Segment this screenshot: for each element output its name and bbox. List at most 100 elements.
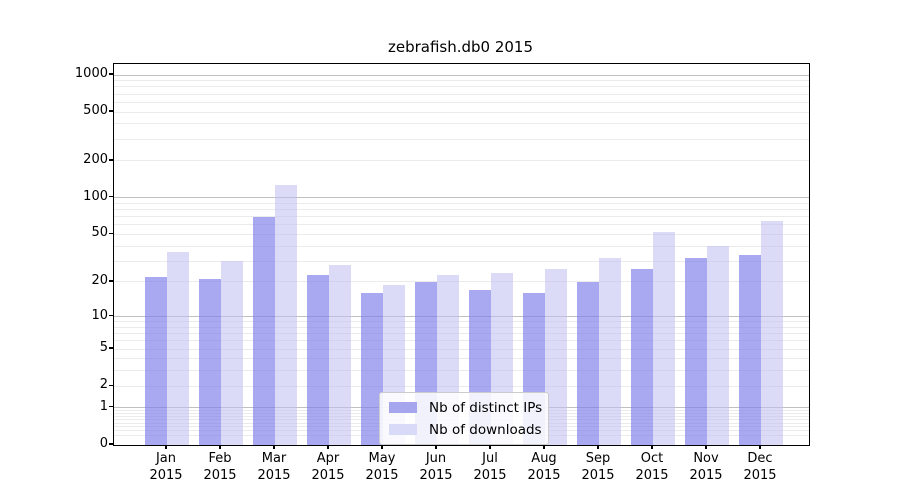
- major-gridline: [114, 316, 809, 318]
- x-tick-mark: [381, 445, 383, 449]
- x-tick-year: 2015: [635, 468, 669, 483]
- x-tick-label: Nov 2015: [676, 450, 736, 484]
- y-tick-mark: [109, 196, 113, 198]
- x-tick-mark: [435, 445, 437, 449]
- x-tick-month: Apr: [316, 451, 340, 466]
- minor-gridline: [114, 326, 809, 328]
- x-tick-label: Jul 2015: [460, 450, 520, 484]
- x-tick-month: Jul: [482, 451, 498, 466]
- y-tick-mark: [109, 406, 113, 408]
- y-tick-mark: [109, 159, 113, 161]
- x-tick-month: Jun: [425, 451, 447, 466]
- y-tick-label: 5: [99, 340, 108, 356]
- bar-distinct-ips: [577, 281, 599, 445]
- bar-distinct-ips: [253, 216, 275, 445]
- y-tick-label: 1000: [74, 66, 108, 81]
- minor-gridline: [114, 348, 809, 350]
- x-tick-month: Aug: [531, 451, 557, 466]
- x-tick-label: Sep 2015: [568, 450, 628, 484]
- x-tick-mark: [705, 445, 707, 449]
- bar-downloads: [275, 185, 297, 445]
- x-tick-year: 2015: [257, 468, 291, 483]
- y-tick-mark: [109, 110, 113, 112]
- y-tick-mark: [109, 347, 113, 349]
- bar-downloads: [707, 246, 729, 445]
- y-tick-label: 10: [91, 307, 108, 323]
- x-tick-year: 2015: [365, 468, 399, 483]
- bar-distinct-ips: [307, 274, 329, 445]
- x-tick-month: May: [368, 451, 396, 466]
- minor-gridline: [114, 245, 809, 247]
- minor-gridline: [114, 340, 809, 342]
- bar-distinct-ips: [145, 277, 167, 445]
- bar-distinct-ips: [199, 279, 221, 445]
- major-gridline: [114, 197, 809, 199]
- minor-gridline: [114, 209, 809, 211]
- minor-gridline: [114, 101, 809, 103]
- y-tick-mark: [109, 443, 113, 445]
- plot-area: Nb of distinct IPs Nb of downloads: [113, 63, 810, 446]
- legend-swatch: [389, 424, 417, 435]
- x-tick-mark: [327, 445, 329, 449]
- minor-gridline: [114, 385, 809, 387]
- y-tick-label: 200: [83, 151, 108, 167]
- x-tick-label: Jun 2015: [406, 450, 466, 484]
- y-tick-label: 100: [83, 188, 108, 204]
- minor-gridline: [114, 93, 809, 95]
- bars-layer: [114, 64, 809, 445]
- x-tick-mark: [543, 445, 545, 449]
- y-tick-label: 0: [99, 436, 108, 451]
- x-tick-label: Jan 2015: [136, 450, 196, 484]
- x-tick-label: Mar 2015: [244, 450, 304, 484]
- y-tick-label: 500: [83, 103, 108, 119]
- minor-gridline: [114, 358, 809, 360]
- bar-downloads: [329, 264, 351, 445]
- bar-distinct-ips: [739, 254, 761, 445]
- y-tick-mark: [109, 280, 113, 282]
- x-tick-mark: [489, 445, 491, 449]
- chart-title: zebrafish.db0 2015: [387, 38, 534, 56]
- x-tick-mark: [597, 445, 599, 449]
- y-tick-mark: [109, 73, 113, 75]
- x-tick-year: 2015: [473, 468, 507, 483]
- minor-gridline: [114, 233, 809, 235]
- legend-swatch: [389, 402, 417, 413]
- minor-gridline: [114, 216, 809, 218]
- legend-label: Nb of distinct IPs: [429, 399, 543, 416]
- y-tick-label: 50: [91, 225, 108, 241]
- x-tick-year: 2015: [743, 468, 777, 483]
- y-tick-label: 1: [99, 398, 108, 414]
- x-tick-mark: [651, 445, 653, 449]
- x-tick-mark: [219, 445, 221, 449]
- x-tick-mark: [165, 445, 167, 449]
- legend-row: Nb of downloads: [389, 420, 542, 439]
- x-tick-month: Jan: [155, 451, 177, 466]
- legend: Nb of distinct IPs Nb of downloads: [379, 392, 550, 445]
- y-tick-mark: [109, 232, 113, 235]
- x-tick-label: Dec 2015: [730, 450, 790, 484]
- x-tick-mark: [759, 445, 761, 449]
- minor-gridline: [114, 138, 809, 140]
- bar-downloads: [761, 220, 783, 445]
- major-gridline: [114, 74, 809, 76]
- legend-row: Nb of distinct IPs: [389, 398, 542, 417]
- x-tick-month: Oct: [640, 451, 664, 466]
- x-tick-label: May 2015: [352, 450, 412, 484]
- minor-gridline: [114, 111, 809, 113]
- minor-gridline: [114, 202, 809, 204]
- x-tick-label: Oct 2015: [622, 450, 682, 484]
- x-tick-label: Feb 2015: [190, 450, 250, 484]
- bar-distinct-ips: [631, 268, 653, 445]
- x-tick-mark: [273, 445, 275, 449]
- x-tick-month: Dec: [747, 451, 773, 466]
- y-tick-mark: [109, 384, 113, 386]
- y-tick-label: 2: [99, 377, 108, 393]
- x-tick-month: Mar: [261, 451, 287, 466]
- bar-distinct-ips: [361, 293, 383, 445]
- y-tick-label: 20: [91, 272, 108, 288]
- bar-distinct-ips: [685, 257, 707, 445]
- minor-gridline: [114, 80, 809, 82]
- minor-gridline: [114, 260, 809, 262]
- minor-gridline: [114, 160, 809, 162]
